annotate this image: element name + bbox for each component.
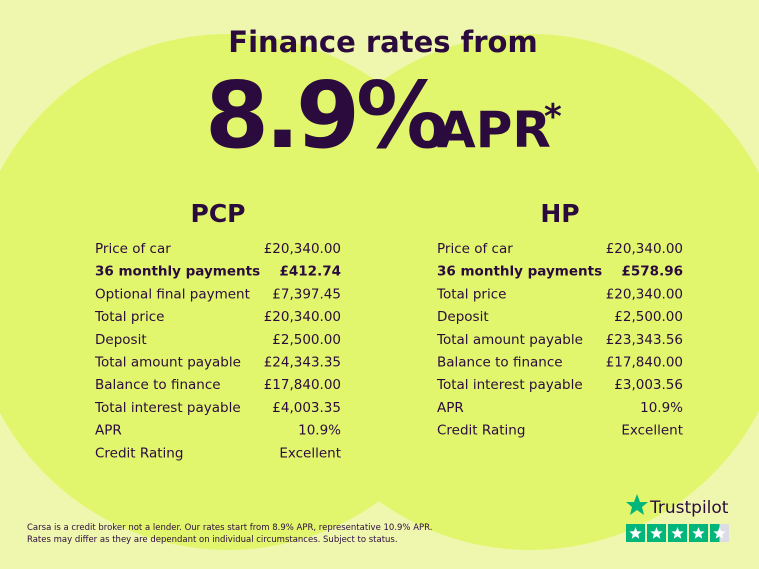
circle-right <box>272 34 759 550</box>
row-label: Total interest payable <box>436 377 583 393</box>
table-title: PCP <box>191 199 246 228</box>
row-value: £24,343.35 <box>264 355 341 371</box>
trustpilot-label: Trustpilot <box>649 498 729 518</box>
row-label: Credit Rating <box>437 423 525 439</box>
rate-suffix: APR <box>437 101 551 159</box>
row-value: £2,500.00 <box>272 332 341 348</box>
trustpilot-logo: Trustpilot <box>626 494 729 542</box>
row-label: Total price <box>436 286 506 302</box>
row-label: Balance to finance <box>95 377 221 393</box>
row-value: 10.9% <box>298 423 341 439</box>
row-value: £4,003.35 <box>272 400 341 416</box>
row-label: APR <box>437 400 464 416</box>
row-value: £2,500.00 <box>614 309 683 325</box>
asterisk: * <box>544 97 562 137</box>
star <box>713 527 726 539</box>
row-label: Deposit <box>95 332 147 348</box>
row-value: £23,343.56 <box>606 332 683 348</box>
row-label: Total amount payable <box>436 332 583 348</box>
row-label: Balance to finance <box>437 355 563 371</box>
rate: 8.9% <box>205 62 446 169</box>
disclaimer: Rates may differ as they are dependant o… <box>27 535 398 545</box>
row-label: Total price <box>94 309 164 325</box>
row-label: APR <box>95 423 122 439</box>
row-label: Deposit <box>437 309 489 325</box>
row-label: 36 monthly payments <box>95 264 260 280</box>
row-label: Price of car <box>437 241 513 257</box>
title: Finance rates from <box>228 25 537 59</box>
row-label: Price of car <box>95 241 171 257</box>
star <box>692 527 705 539</box>
trustpilot-star <box>626 494 648 515</box>
row-value: £17,840.00 <box>264 377 341 393</box>
star <box>671 527 684 539</box>
row-value: £578.96 <box>622 264 684 280</box>
star-box-half <box>710 524 720 542</box>
row-value: £20,340.00 <box>264 309 341 325</box>
table-title: HP <box>540 199 579 228</box>
row-value: £20,340.00 <box>264 241 341 257</box>
row-value: £20,340.00 <box>606 286 683 302</box>
row-label: Total amount payable <box>94 355 241 371</box>
rating-stars <box>626 524 729 542</box>
star <box>629 527 642 539</box>
star <box>650 527 663 539</box>
row-value: £3,003.56 <box>614 377 683 393</box>
row-value: £7,397.45 <box>272 286 341 302</box>
row-value: £412.74 <box>280 264 342 280</box>
row-value: 10.9% <box>640 400 683 416</box>
row-label: 36 monthly payments <box>437 264 602 280</box>
row-value: Excellent <box>621 423 683 439</box>
disclaimer: Carsa is a credit broker not a lender. O… <box>27 523 432 533</box>
row-label: Credit Rating <box>95 445 183 461</box>
row-value: £17,840.00 <box>606 355 683 371</box>
row-value: £20,340.00 <box>606 241 683 257</box>
row-label: Total interest payable <box>94 400 241 416</box>
row-value: Excellent <box>279 445 341 461</box>
row-label: Optional final payment <box>95 286 250 302</box>
